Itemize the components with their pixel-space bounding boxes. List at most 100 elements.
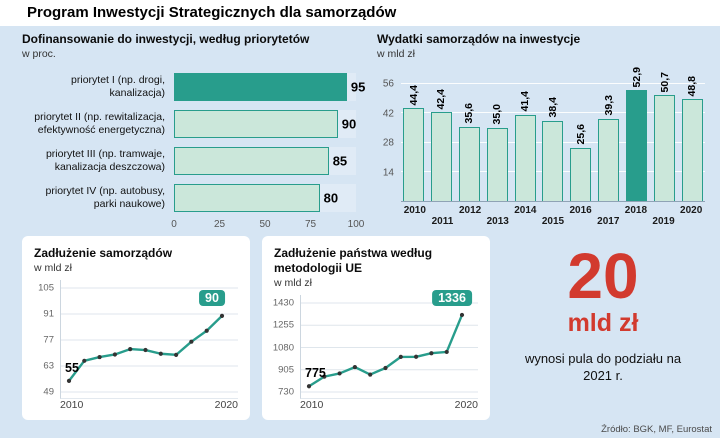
data-point [174,352,179,357]
bar-row: priorytet II (np. rewitalizacja, efektyw… [22,105,356,142]
data-point [444,349,449,355]
bar [430,112,452,201]
data-point [398,354,403,360]
highlight-block: 20 mld zł wynosi pula do podziału na 202… [500,240,706,385]
value-label: 80 [323,190,339,205]
bar-column: 35,0 [486,84,508,201]
y-tick-label: 1080 [272,342,294,353]
category-label: priorytet I (np. drogi, kanalizacja) [71,74,165,99]
line-chart-svg [301,302,478,393]
data-point [97,354,102,360]
spending-y-axis: 14 28 42 56 [377,79,397,202]
bar-column: 50,7 [654,72,676,201]
x-axis: 0 25 50 75 100 [22,218,364,232]
bar [681,99,703,201]
highlight-caption: wynosi pula do podziału na 2021 r. [524,350,682,384]
bar [598,118,620,201]
value-label: 41,4 [519,91,532,112]
y-tick-label: 105 [38,282,54,294]
value-label: 95 [350,79,366,94]
bar [174,183,320,212]
state-debt-x-axis: 2010 2020 [300,399,478,412]
bar-column: 38,4 [542,84,564,201]
source-note: Źródło: BGK, MF, Eurostat [601,424,712,435]
x-tick-label: 100 [347,219,365,230]
y-tick-label: 56 [382,78,394,90]
bar [458,126,480,201]
data-point [306,384,312,389]
y-tick-label: 91 [43,308,54,320]
value-label: 44,4 [407,84,420,106]
page-header: Program Inwestycji Strategicznych dla sa… [0,0,720,26]
data-point [66,378,72,383]
data-point [158,351,163,356]
x-tick-label: 25 [213,219,226,230]
gridline [401,83,705,84]
state-debt-y-axis: 730 905 1080 1255 1430 [272,295,298,399]
highlight-number: 20 [567,240,639,312]
state-debt-plot-area: 730 905 1080 1255 1430 775 1336 [272,290,478,399]
bar-column: 41,4 [514,84,536,201]
state-debt-line: 775 1336 [300,290,478,399]
x-tick-label: 2015 [541,216,565,227]
bar-track: 95 [174,72,365,101]
x-tick-label: 2010 [60,399,84,411]
bar [174,72,347,101]
x-tick-label: 2019 [652,216,675,227]
x-tick-label: 2014 [514,205,537,216]
local-debt-subtitle: w mld zł [34,262,72,274]
bar [654,95,676,201]
bar-track: 85 [174,146,356,175]
local-debt-x-axis: 2010 2020 [60,399,238,412]
local-debt-y-axis: 49 63 77 91 105 [34,280,58,399]
local-debt-line: 55 90 [60,280,238,399]
data-point [337,371,342,376]
x-tick-label: 2010 [403,205,426,216]
value-label: 90 [341,116,357,131]
category-label: priorytet III (np. tramwaje, kanalizacja… [45,148,165,173]
bar [403,108,424,201]
value-label: 39,3 [602,95,615,116]
gridline [401,112,705,114]
value-label: 42,4 [435,88,448,110]
bar [486,127,508,201]
x-tick-label: 0 [171,219,177,230]
bar-row: priorytet I (np. drogi, kanalizacja) 95 [22,68,365,105]
page-title: Program Inwestycji Strategicznych dla sa… [27,4,397,21]
y-tick-label: 49 [43,386,54,398]
value-label: 50,7 [658,71,671,93]
y-tick-label: 905 [278,364,294,376]
local-debt-plot-area: 49 63 77 91 105 55 90 [34,280,238,399]
data-point [112,352,117,357]
bar [626,90,648,201]
y-tick-label: 730 [278,386,294,398]
data-point [128,347,133,352]
x-tick-label: 2010 [300,399,324,411]
data-point [429,351,434,356]
value-label: 35,0 [491,104,504,125]
x-tick-label: 2020 [680,205,703,216]
x-tick-label: 2013 [486,216,509,227]
value-label: 25,6 [574,124,587,145]
bars-row: 44,4 42,4 35,6 35,0 41,4 38,4 25,6 39,3 52,9 50,7… [401,67,705,201]
bar [174,146,329,175]
bar-column: 52,9 [626,67,648,201]
state-debt-subtitle: w mld zł [274,277,312,289]
y-tick-label: 42 [382,108,394,119]
data-point [352,364,357,370]
bar-track: 80 [174,183,356,212]
line-chart-svg [61,287,238,393]
axis-spacer [22,218,174,232]
bar-column: 35,6 [458,84,480,201]
data-point [322,374,327,379]
data-point [204,328,209,333]
chart-state-debt: Zadłużenie państwa według metodologii UE… [262,236,490,420]
data-point [143,347,148,353]
x-tick-label: 2020 [454,399,478,411]
bar [174,109,338,138]
chart-priorities: Dofinansowanie do inwestycji, według pri… [22,32,365,232]
highlight-unit: mld zł [567,308,639,337]
x-tick-label: 2018 [624,205,648,216]
data-point [368,372,373,377]
